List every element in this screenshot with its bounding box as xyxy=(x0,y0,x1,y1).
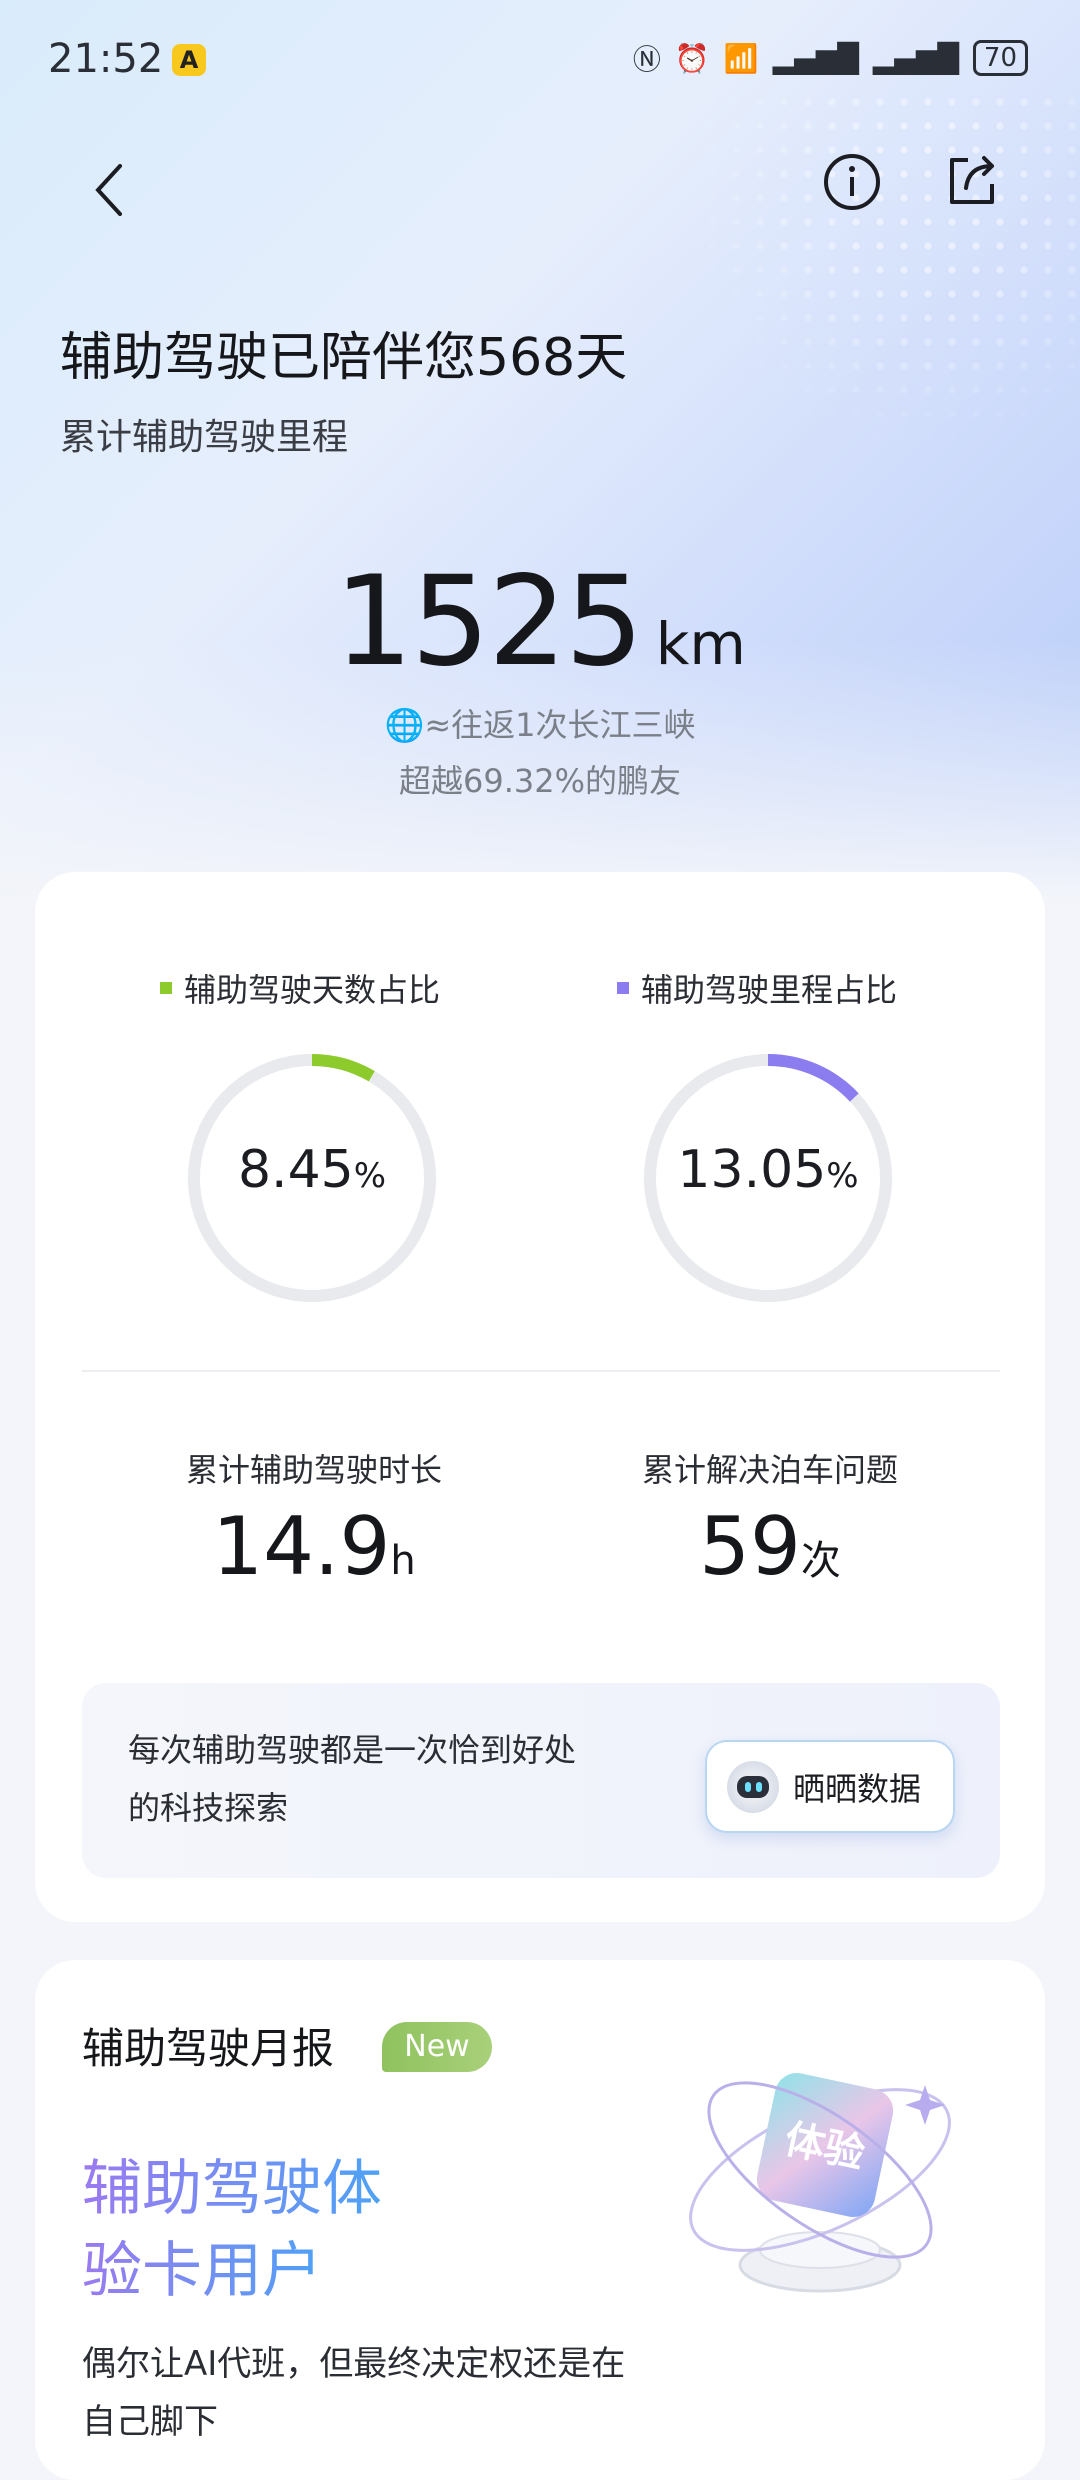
legend-marker xyxy=(617,982,629,994)
monthly-report-card[interactable] xyxy=(35,1960,1045,2480)
days-ratio-ring xyxy=(188,1054,436,1302)
report-description: 偶尔让AI代班，但最终决定权还是在自己脚下 xyxy=(82,2344,626,2442)
mileage-ratio-value: 13.05% xyxy=(677,1140,859,1200)
alarm-icon: ⏰ xyxy=(674,41,710,75)
days-ratio-value: 8.45% xyxy=(237,1140,387,1200)
duration-label: 累计辅助驾驶时长 xyxy=(185,1451,442,1489)
slogan-text: 每次辅助驾驶都是一次恰到好处的科技探索 xyxy=(128,1731,577,1827)
legend-marker xyxy=(160,982,172,994)
report-title: 辅助驾驶月报 xyxy=(82,2024,335,2073)
hero-background xyxy=(0,0,1080,900)
dot-pattern xyxy=(700,90,1080,470)
duration-value: 14.9h xyxy=(212,1500,416,1593)
total-distance: 1525 km xyxy=(0,550,1080,694)
report-headline-2: 验卡用户 xyxy=(82,2222,322,2309)
share-data-label: 晒晒数据 xyxy=(793,1769,922,1808)
ranking-text: 超越69.32%的鹏友 xyxy=(398,762,682,800)
mileage-ratio-arc xyxy=(644,1054,892,1302)
slogan-banner: 每次辅助驾驶都是一次恰到好处的科技探索 晒晒数据 xyxy=(82,1683,1000,1878)
share-button[interactable] xyxy=(940,148,1004,212)
distance-unit: km xyxy=(655,610,746,678)
legend-mileage: 辅助驾驶里程占比 xyxy=(617,965,897,1011)
legend-days: 辅助驾驶天数占比 xyxy=(160,965,440,1011)
experience-card-illustration: 体验 xyxy=(689,2073,951,2293)
battery-icon: 70 xyxy=(972,40,1028,76)
app-notification-icon: A xyxy=(172,44,206,76)
robot-icon xyxy=(727,1760,779,1813)
distance-equivalent: 🌐≈往返1次长江三峡 xyxy=(0,700,1080,746)
info-button[interactable] xyxy=(820,150,884,214)
page-title: 辅助驾驶已陪伴您568天 xyxy=(60,328,628,388)
mileage-ratio-ring xyxy=(644,1054,892,1302)
nfc-icon: Ⓝ xyxy=(632,43,661,76)
legend-label: 辅助驾驶天数占比 xyxy=(184,971,441,1009)
parking-label: 累计解决泊车问题 xyxy=(641,1451,898,1489)
info-icon xyxy=(824,154,880,210)
back-button[interactable] xyxy=(78,158,142,222)
divider xyxy=(82,1370,1000,1372)
chevron-left-icon xyxy=(95,164,122,216)
wifi-icon: 📶 xyxy=(723,41,759,75)
share-icon xyxy=(950,156,994,204)
new-badge: New xyxy=(382,2022,492,2072)
status-time: 21:52 xyxy=(48,36,164,82)
equivalent-text: ≈往返1次长江三峡 xyxy=(424,706,696,744)
mileage-subtitle: 累计辅助驾驶里程 xyxy=(60,417,349,458)
globe-icon: 🌐 xyxy=(384,706,425,744)
report-headline-1: 辅助驾驶体 xyxy=(82,2140,382,2227)
share-data-button[interactable]: 晒晒数据 xyxy=(705,1740,955,1833)
legend-label: 辅助驾驶里程占比 xyxy=(641,971,898,1009)
signal-icon-2: ▂▄▆█ xyxy=(872,41,959,75)
parking-value: 59次 xyxy=(699,1500,841,1593)
signal-icon: ▂▄▆█ xyxy=(772,41,859,75)
days-ratio-arc xyxy=(188,1054,436,1302)
distance-value: 1525 xyxy=(334,550,644,694)
status-icons: Ⓝ ⏰ 📶 ▂▄▆█ ▂▄▆█ 70 xyxy=(633,38,1028,78)
